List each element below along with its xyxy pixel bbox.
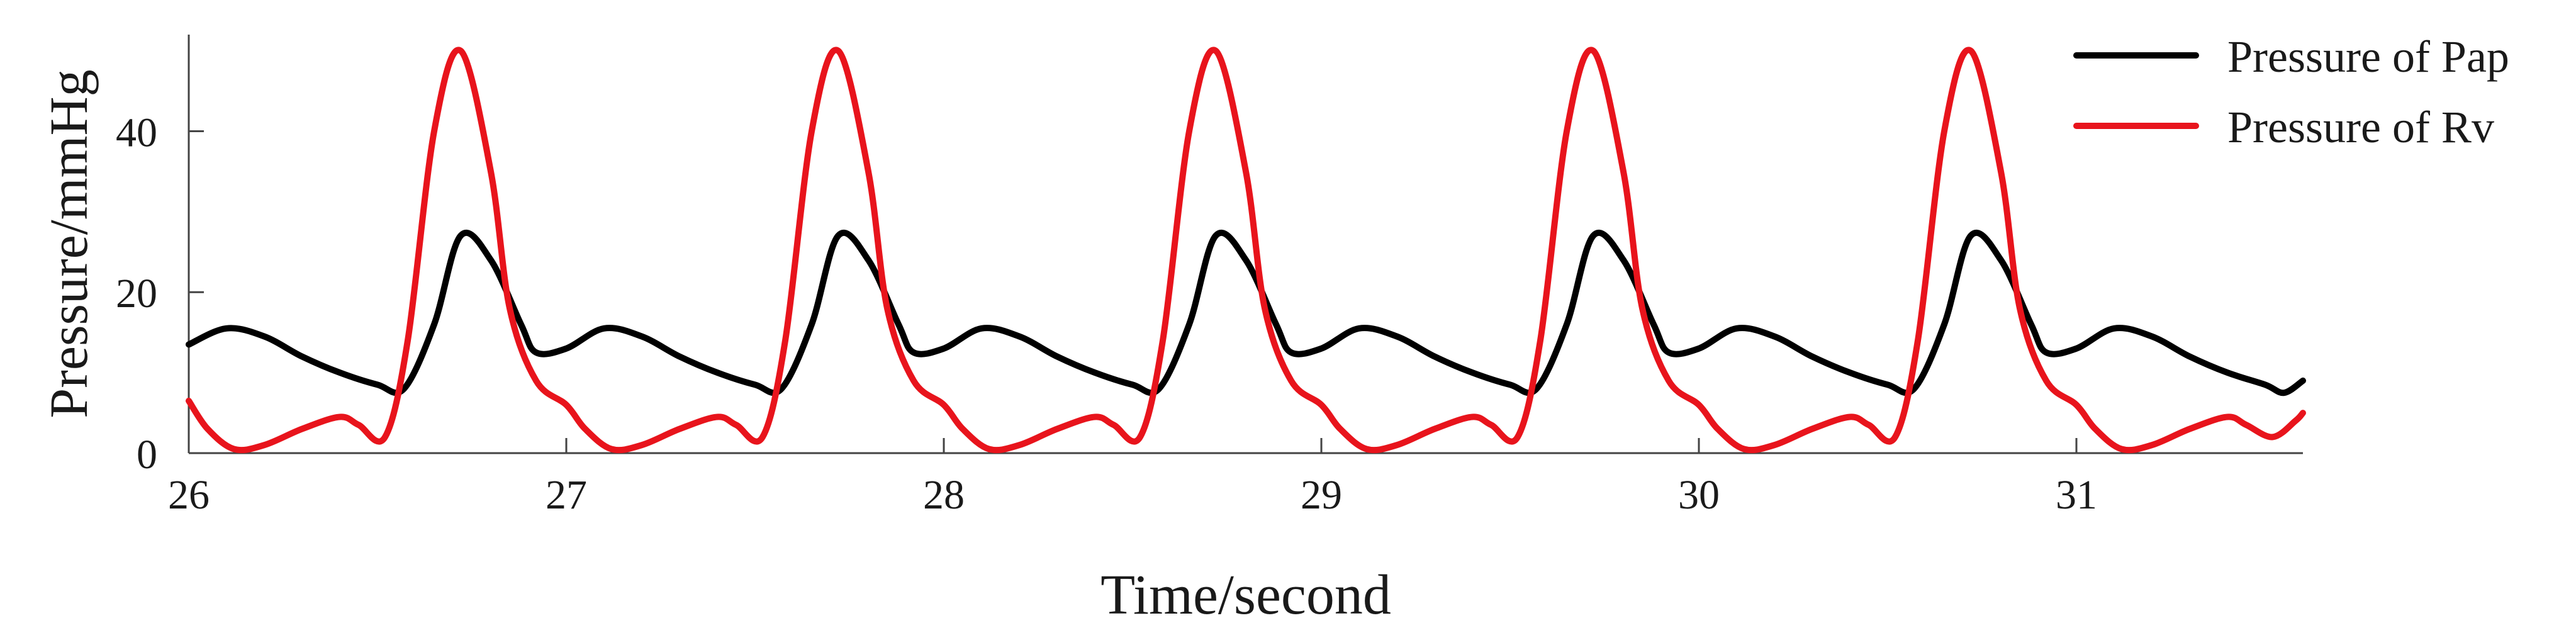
y-tick-label: 20 bbox=[116, 271, 157, 317]
series-line-1 bbox=[186, 47, 2306, 454]
x-tick-label: 29 bbox=[1301, 472, 1342, 518]
x-tick-label: 31 bbox=[2056, 472, 2097, 518]
x-axis-title: Time/second bbox=[1100, 564, 1391, 626]
y-tick-label: 40 bbox=[116, 110, 157, 155]
y-axis-title: Pressure/mmHg bbox=[38, 69, 99, 418]
series-line-0 bbox=[186, 230, 2306, 396]
y-ticks: 0 20 40 bbox=[116, 110, 204, 478]
x-ticks: 26 27 28 29 30 31 bbox=[168, 438, 2097, 518]
legend-label: Pressure of Rv bbox=[2227, 102, 2494, 152]
legend-label: Pressure of Pap bbox=[2227, 31, 2509, 82]
x-tick-label: 27 bbox=[546, 472, 587, 518]
x-tick-label: 26 bbox=[168, 472, 210, 518]
axes: 26 27 28 29 30 31 0 20 40 bbox=[116, 35, 2303, 518]
x-tick-label: 28 bbox=[923, 472, 965, 518]
x-tick-label: 30 bbox=[1678, 472, 1720, 518]
series-layer bbox=[186, 47, 2306, 454]
y-tick-label: 0 bbox=[137, 432, 157, 478]
legend: Pressure of Pap Pressure of Rv bbox=[2073, 31, 2509, 152]
